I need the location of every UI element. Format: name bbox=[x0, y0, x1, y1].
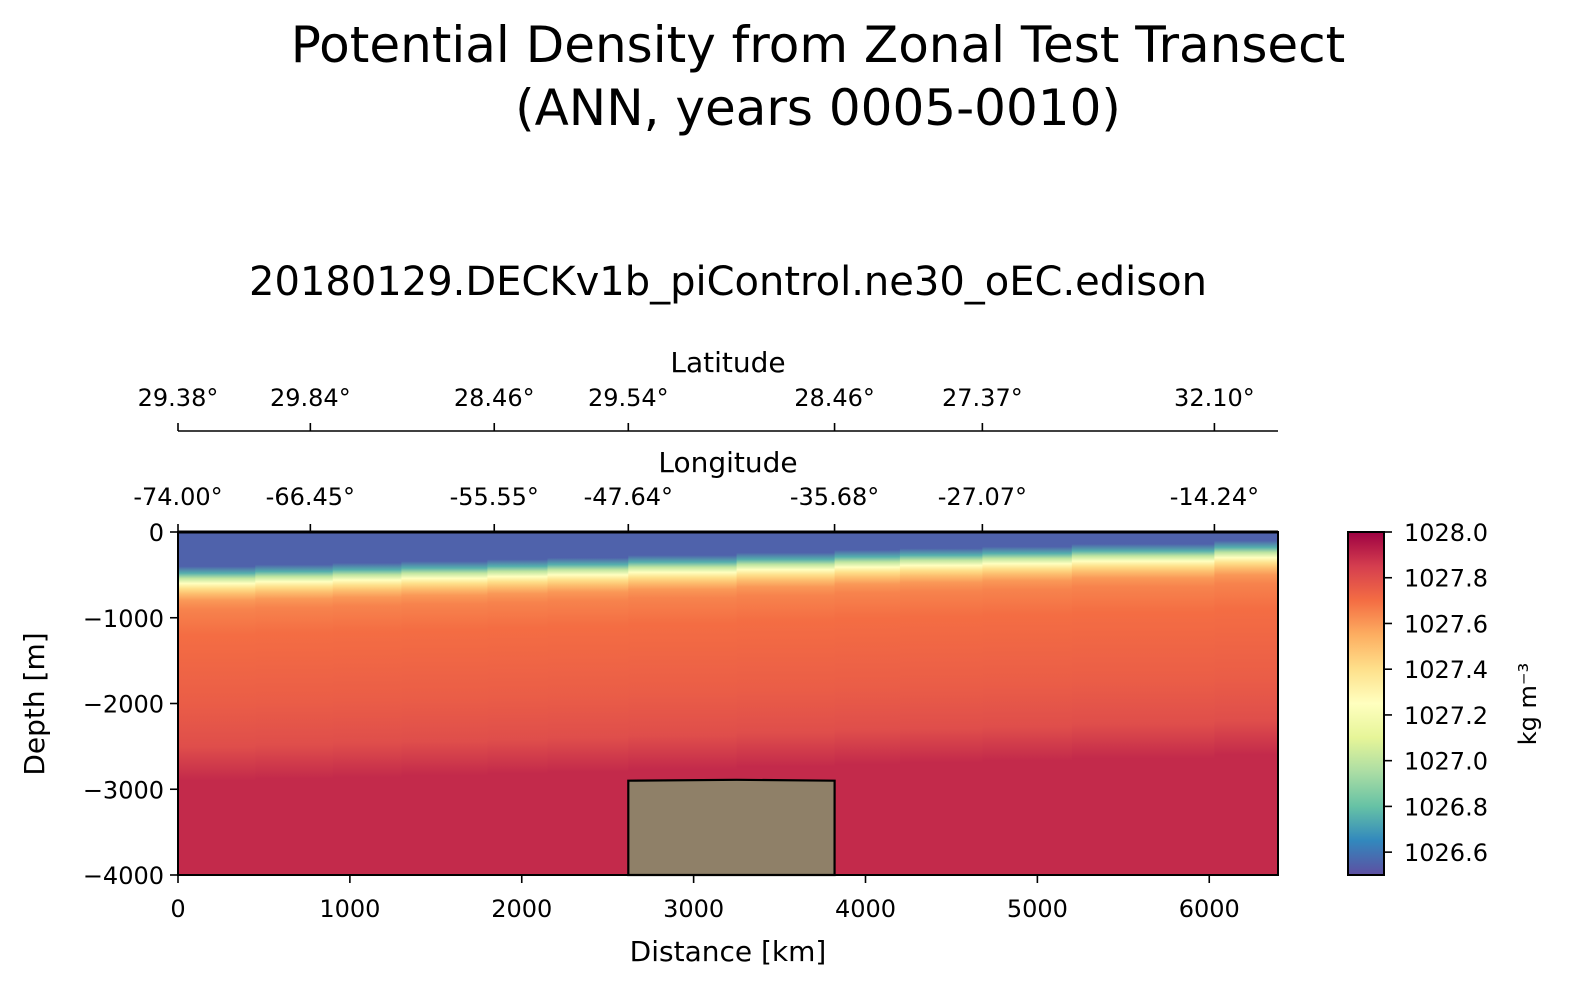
secondary-tick-label: -47.64° bbox=[584, 483, 673, 511]
density-column bbox=[899, 532, 983, 875]
colorbar-label: kg m⁻³ bbox=[1514, 663, 1542, 745]
colorbar-tick-label: 1027.2 bbox=[1404, 702, 1488, 730]
y-tick-label: −4000 bbox=[83, 862, 164, 890]
secondary-tick-label: 32.10° bbox=[1174, 384, 1255, 412]
y-axis-label: Depth [m] bbox=[18, 632, 51, 775]
secondary-tick-label: 28.46° bbox=[454, 384, 535, 412]
colorbar-tick-label: 1027.6 bbox=[1404, 610, 1488, 638]
density-column bbox=[1214, 532, 1279, 875]
colorbar-tick-label: 1026.6 bbox=[1404, 839, 1488, 867]
colorbar-gradient bbox=[1347, 531, 1385, 876]
y-tick-label: −1000 bbox=[83, 605, 164, 633]
x-tick-label: 4000 bbox=[835, 895, 896, 923]
colorbar: 1028.0 1027.8 1027.6 1027.4 1027.2 1027.0 1026… bbox=[1347, 519, 1488, 876]
density-column bbox=[255, 532, 334, 875]
seafloor-polygon bbox=[627, 778, 836, 877]
density-column bbox=[487, 532, 549, 875]
density-column bbox=[1071, 532, 1216, 875]
density-column bbox=[178, 532, 256, 875]
x-axis-label: Distance [km] bbox=[630, 935, 827, 968]
secondary-axis-label: Latitude bbox=[670, 346, 785, 379]
secondary-tick-label: -27.07° bbox=[938, 483, 1027, 511]
axes: 0 1000 2000 3000 4000 5000 6000 0 −1000 −2000 −300… bbox=[83, 519, 1279, 923]
chart-suptitle-line1: Potential Density from Zonal Test Transe… bbox=[291, 16, 1345, 74]
secondary-tick-label: -55.55° bbox=[450, 483, 539, 511]
x-tick-label: 3000 bbox=[663, 895, 724, 923]
x-tick-label: 6000 bbox=[1179, 895, 1240, 923]
colorbar-tick-label: 1027.0 bbox=[1404, 748, 1488, 776]
latitude-axis: Latitude 29.38° 29.84° 28.46° 29.54° 28.46° 27… bbox=[138, 346, 1278, 432]
density-column bbox=[332, 532, 402, 875]
secondary-tick-label: -66.45° bbox=[266, 483, 355, 511]
secondary-tick-label: -74.00° bbox=[133, 483, 222, 511]
density-column bbox=[547, 532, 629, 875]
secondary-axes: Latitude 29.38° 29.84° 28.46° 29.54° 28.46° 27… bbox=[133, 346, 1278, 532]
y-tick-label: 0 bbox=[149, 519, 164, 547]
secondary-axis-label: Longitude bbox=[658, 446, 797, 479]
y-tick-label: −2000 bbox=[83, 691, 164, 719]
x-tick-label: 1000 bbox=[319, 895, 380, 923]
density-column bbox=[834, 532, 901, 875]
colorbar-tick-label: 1026.8 bbox=[1404, 793, 1488, 821]
secondary-tick-label: 28.46° bbox=[794, 384, 875, 412]
secondary-tick-label: 29.38° bbox=[138, 384, 219, 412]
x-tick-label: 0 bbox=[170, 895, 185, 923]
secondary-tick-label: 29.54° bbox=[588, 384, 669, 412]
density-column bbox=[982, 532, 1073, 875]
x-tick-label: 5000 bbox=[1007, 895, 1068, 923]
density-column bbox=[401, 532, 488, 875]
colorbar-tick-label: 1027.4 bbox=[1404, 656, 1488, 684]
longitude-axis: Longitude -74.00° -66.45° -55.55° -47.64° -35… bbox=[133, 446, 1259, 532]
chart-suptitle-line2: (ANN, years 0005-0010) bbox=[515, 79, 1121, 137]
colorbar-tick-label: 1028.0 bbox=[1404, 519, 1488, 547]
x-tick-label: 2000 bbox=[491, 895, 552, 923]
chart-title: 20180129.DECKv1b_piControl.ne30_oEC.edis… bbox=[249, 259, 1207, 305]
secondary-tick-label: 27.37° bbox=[942, 384, 1023, 412]
colorbar-tick-label: 1027.8 bbox=[1404, 565, 1488, 593]
y-tick-label: −3000 bbox=[83, 776, 164, 804]
bathymetry bbox=[627, 778, 836, 877]
secondary-tick-label: -14.24° bbox=[1170, 483, 1259, 511]
secondary-tick-label: -35.68° bbox=[790, 483, 879, 511]
secondary-tick-label: 29.84° bbox=[270, 384, 351, 412]
